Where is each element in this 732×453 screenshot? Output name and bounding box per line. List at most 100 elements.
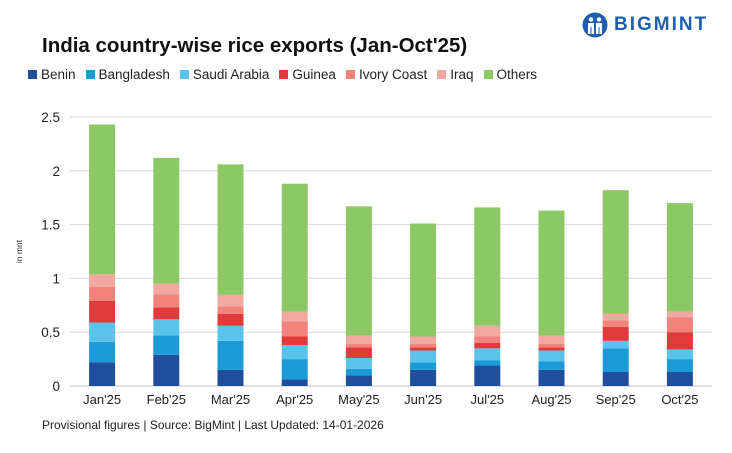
legend-label: Guinea	[292, 67, 336, 82]
bar-segment-saudi-arabia	[474, 348, 501, 361]
bar-segment-bangladesh	[153, 335, 180, 355]
bar-segment-saudi-arabia	[410, 350, 437, 363]
legend-item-ivory-coast: Ivory Coast	[345, 67, 428, 82]
bigmint-logo-text: BIGMINT	[614, 14, 709, 35]
x-tick-label: Jul'25	[471, 392, 505, 407]
bar-segment-benin	[153, 354, 180, 386]
bar-segment-benin	[217, 369, 244, 386]
chart-title: India country-wise rice exports (Jan-Oct…	[42, 34, 468, 57]
bar-segment-bangladesh	[538, 361, 565, 370]
y-tick-label: 0.5	[41, 325, 60, 340]
bar-segment-guinea	[410, 347, 437, 351]
bar-segment-ivory-coast	[345, 344, 372, 348]
bar-segment-others	[217, 164, 244, 295]
bar-segment-guinea	[602, 326, 629, 341]
bar-segment-guinea	[217, 313, 244, 326]
bar-segment-iraq	[89, 274, 116, 288]
bar-segment-bangladesh	[281, 359, 308, 380]
legend-item-saudi-arabia: Saudi Arabia	[179, 67, 270, 82]
bar-segment-ivory-coast	[89, 287, 116, 301]
bar-segment-others	[666, 203, 693, 312]
legend-label: Saudi Arabia	[192, 67, 270, 82]
legend-swatch	[28, 70, 37, 79]
bigmint-logo: BIGMINT	[582, 12, 708, 38]
x-tick-label: May'25	[338, 392, 380, 407]
bar-segment-iraq	[410, 336, 437, 345]
bar-segment-benin	[602, 372, 629, 386]
x-tick-label: Jun'25	[404, 392, 442, 407]
y-axis-label: in mnt	[14, 239, 24, 263]
bar-segment-ivory-coast	[281, 321, 308, 337]
bar-segment-bangladesh	[602, 348, 629, 373]
y-tick-label: 2.5	[41, 110, 60, 125]
bar-segment-benin	[538, 369, 565, 386]
bar-segment-bangladesh	[89, 341, 116, 363]
bar-segment-ivory-coast	[538, 344, 565, 348]
bar-segment-others	[153, 157, 180, 284]
bar-segment-guinea	[281, 336, 308, 346]
bar-segment-ivory-coast	[153, 294, 180, 308]
legend-swatch	[483, 70, 493, 79]
bar-segment-guinea	[538, 347, 565, 351]
legend-swatch	[179, 70, 189, 79]
bar-segment-saudi-arabia	[217, 325, 244, 341]
chart-legend: Benin Bangladesh Saudi Arabia Guinea Ivory C…	[28, 67, 547, 82]
bar-segment-others	[89, 124, 116, 275]
bar-segment-guinea	[666, 332, 693, 350]
y-tick-label: 1	[52, 271, 60, 286]
y-tick-label: 0	[52, 379, 60, 394]
bar-segment-bangladesh	[410, 362, 437, 370]
legend-swatch	[345, 70, 355, 79]
x-tick-label: Jan'25	[83, 392, 121, 407]
bar-segment-iraq	[474, 325, 501, 337]
x-tick-label: Sep'25	[596, 392, 636, 407]
bar-segment-ivory-coast	[474, 336, 501, 343]
y-tick-label: 1.5	[41, 218, 60, 233]
bar-segment-guinea	[474, 342, 501, 349]
legend-label: Ivory Coast	[358, 67, 428, 82]
legend-label: Bangladesh	[98, 67, 170, 82]
bigmint-logo-icon	[582, 12, 608, 38]
footer-note: Provisional figures | Source: BigMint | …	[42, 418, 384, 432]
bar-segment-saudi-arabia	[281, 345, 308, 360]
bar-segment-others	[538, 210, 565, 336]
bar-segment-ivory-coast	[217, 306, 244, 314]
bar-segment-saudi-arabia	[666, 349, 693, 360]
bar-segment-others	[345, 206, 372, 336]
bar-segment-others	[602, 190, 629, 314]
bar-segment-iraq	[153, 283, 180, 295]
bar-segment-ivory-coast	[602, 320, 629, 327]
bar-segment-benin	[410, 369, 437, 386]
bar-segment-bangladesh	[217, 340, 244, 370]
legend-label: Benin	[41, 67, 76, 82]
legend-item-benin: Benin	[28, 67, 76, 82]
bar-segment-saudi-arabia	[538, 350, 565, 362]
bar-segment-iraq	[281, 311, 308, 322]
legend-item-bangladesh: Bangladesh	[85, 67, 170, 82]
legend-swatch	[437, 70, 447, 79]
legend-label: Iraq	[450, 67, 474, 82]
bar-segment-ivory-coast	[410, 344, 437, 348]
x-tick-label: Feb'25	[147, 392, 186, 407]
legend-swatch	[279, 70, 289, 79]
bar-segment-others	[474, 207, 501, 326]
bar-segment-saudi-arabia	[602, 340, 629, 349]
y-tick-label: 2	[52, 164, 60, 179]
bar-segment-saudi-arabia	[89, 322, 116, 342]
legend-label: Others	[496, 67, 538, 82]
bar-segment-bangladesh	[345, 368, 372, 376]
bar-segment-guinea	[153, 307, 180, 320]
legend-swatch	[85, 70, 95, 79]
bar-segment-benin	[89, 362, 116, 386]
x-tick-label: Aug'25	[531, 392, 571, 407]
bar-segment-iraq	[602, 313, 629, 321]
x-tick-label: Mar'25	[211, 392, 250, 407]
x-tick-label: Apr'25	[276, 392, 313, 407]
legend-item-iraq: Iraq	[437, 67, 474, 82]
bar-segment-ivory-coast	[666, 317, 693, 333]
bar-segment-bangladesh	[474, 360, 501, 366]
legend-item-others: Others	[483, 67, 538, 82]
bar-segment-saudi-arabia	[153, 319, 180, 336]
bar-segment-benin	[474, 365, 501, 386]
